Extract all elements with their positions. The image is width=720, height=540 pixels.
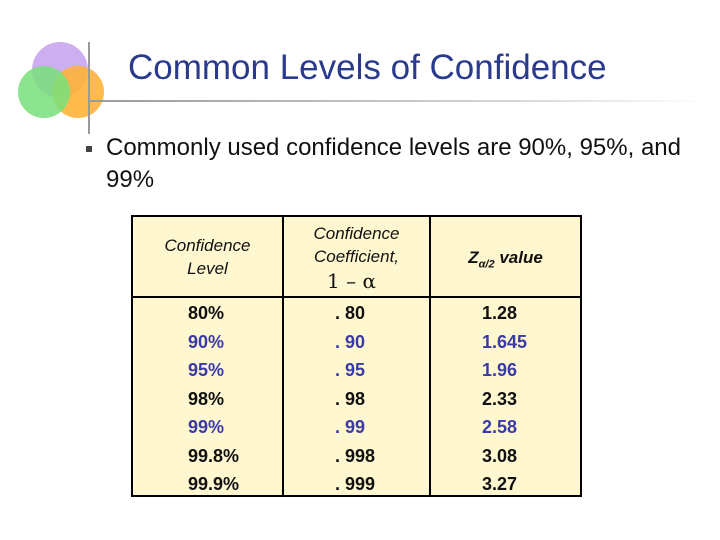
cell-z-value: 2.58 [482, 417, 518, 437]
cell-coefficient: . 98 [335, 388, 366, 409]
cell-level: 90% [188, 331, 225, 352]
header-confidence-level: Confidence Level [164, 236, 251, 278]
coefficient-column: . 80 . 90 . 95 . 98 . 99 . 998 . 999 [335, 299, 375, 499]
cell-level: 98% [188, 388, 225, 409]
cell-z-value: 1.28 [482, 303, 518, 323]
cell-z-value: 3.27 [482, 474, 518, 494]
cell-level: 99% [188, 417, 225, 437]
cell-level: 99.8% [188, 445, 240, 466]
cell-level: 99.9% [188, 474, 240, 494]
cell-coefficient: . 80 [335, 303, 366, 323]
header-confidence-coefficient: Confidence Coefficient, 1 – α [284, 222, 429, 293]
green-circle [18, 66, 70, 118]
cell-z-value: 1.96 [482, 360, 518, 380]
cell-coefficient: . 95 [335, 360, 366, 380]
level-column: 80% 90% 95% 98% 99% 99.8% 99.9% [188, 299, 239, 499]
z-value-column: 1.28 1.645 1.96 2.33 2.58 3.08 3.27 [482, 299, 527, 499]
cell-coefficient: . 998 [335, 445, 376, 466]
column-divider [282, 217, 284, 495]
vertical-divider [88, 42, 90, 134]
cell-level: 80% [188, 303, 225, 323]
slide-title: Common Levels of Confidence [128, 48, 607, 87]
title-underline [88, 100, 708, 102]
cell-z-value: 3.08 [482, 445, 518, 466]
bullet-square-icon [86, 146, 92, 152]
header-z-value: Zα/2 value [468, 248, 543, 271]
cell-z-value: 2.33 [482, 388, 518, 409]
cell-coefficient: . 90 [335, 331, 366, 352]
decorative-circles-logo [18, 40, 108, 120]
column-divider [429, 217, 431, 495]
cell-z-value: 1.645 [482, 331, 528, 352]
cell-level: 95% [188, 360, 225, 380]
header-divider [133, 296, 580, 298]
cell-coefficient: . 99 [335, 417, 366, 437]
confidence-table: Confidence Level Confidence Coefficient,… [131, 215, 582, 497]
coefficient-formula: 1 – α [327, 269, 376, 293]
cell-coefficient: . 999 [335, 474, 376, 494]
bullet-text: Commonly used confidence levels are 90%,… [106, 134, 681, 193]
